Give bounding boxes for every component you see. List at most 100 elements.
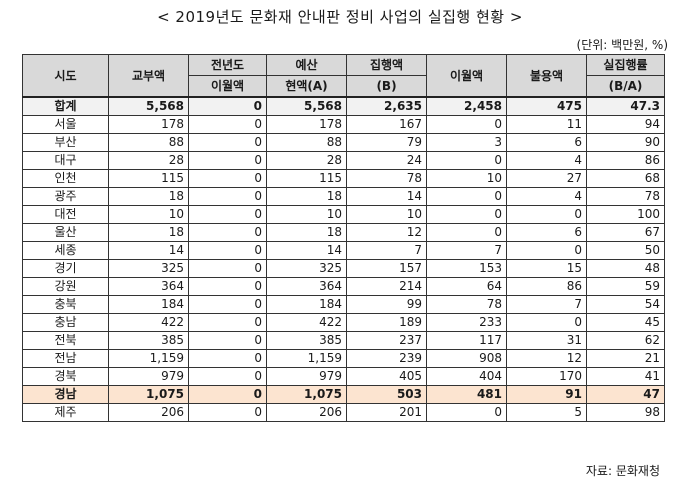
cell-rate: 59 xyxy=(586,277,665,296)
cell-grant: 28 xyxy=(108,151,189,170)
header-prev-carry-2: 이월액 xyxy=(188,75,267,98)
table-row: 제주 206 0 206 201 0 5 98 xyxy=(22,403,665,422)
table-row: 충북 184 0 184 99 78 7 54 xyxy=(22,295,665,314)
cell-carryover: 117 xyxy=(426,331,507,350)
header-prev-carry-1: 전년도 xyxy=(188,54,267,76)
cell-executed: 99 xyxy=(346,295,427,314)
table-title: < 2019년도 문화재 안내판 정비 사업의 실집행 현황 > xyxy=(157,8,523,26)
table-body: 합계 5,568 0 5,568 2,635 2,458 475 47.3 서울… xyxy=(22,96,665,422)
cell-region: 서울 xyxy=(22,115,109,134)
cell-rate: 98 xyxy=(586,403,665,422)
header-grant: 교부액 xyxy=(108,54,189,98)
cell-carryover: 0 xyxy=(426,223,507,242)
cell-rate: 62 xyxy=(586,331,665,350)
header-carryover: 이월액 xyxy=(426,54,507,98)
cell-grant: 18 xyxy=(108,187,189,206)
cell-prev-carry: 0 xyxy=(188,241,267,260)
cell-region: 인천 xyxy=(22,169,109,188)
cell-prev-carry: 0 xyxy=(188,277,267,296)
table-header: 시도 교부액 전년도 예산 집행액 이월액 불용액 실집행률 이월액 현액(A)… xyxy=(22,54,665,98)
cell-unused: 6 xyxy=(506,133,587,152)
cell-executed: 405 xyxy=(346,367,427,386)
total-prev-carry: 0 xyxy=(188,96,267,116)
cell-executed: 189 xyxy=(346,313,427,332)
cell-carryover: 404 xyxy=(426,367,507,386)
cell-executed: 237 xyxy=(346,331,427,350)
cell-rate: 54 xyxy=(586,295,665,314)
cell-executed: 167 xyxy=(346,115,427,134)
cell-rate: 67 xyxy=(586,223,665,242)
cell-carryover: 10 xyxy=(426,169,507,188)
cell-budget: 115 xyxy=(266,169,347,188)
cell-region: 광주 xyxy=(22,187,109,206)
cell-unused: 0 xyxy=(506,313,587,332)
cell-grant: 364 xyxy=(108,277,189,296)
table-row: 전북 385 0 385 237 117 31 62 xyxy=(22,331,665,350)
cell-executed: 239 xyxy=(346,349,427,368)
cell-carryover: 0 xyxy=(426,403,507,422)
cell-unused: 4 xyxy=(506,187,587,206)
cell-region: 경북 xyxy=(22,367,109,386)
cell-unused: 11 xyxy=(506,115,587,134)
cell-rate: 21 xyxy=(586,349,665,368)
total-label: 합계 xyxy=(22,96,109,116)
cell-carryover: 0 xyxy=(426,205,507,224)
table-row: 경남 1,075 0 1,075 503 481 91 47 xyxy=(22,385,665,404)
cell-region: 전북 xyxy=(22,331,109,350)
cell-region: 대전 xyxy=(22,205,109,224)
cell-carryover: 3 xyxy=(426,133,507,152)
cell-grant: 422 xyxy=(108,313,189,332)
cell-region: 경기 xyxy=(22,259,109,278)
cell-unused: 6 xyxy=(506,223,587,242)
cell-rate: 94 xyxy=(586,115,665,134)
cell-executed: 12 xyxy=(346,223,427,242)
cell-budget: 28 xyxy=(266,151,347,170)
cell-unused: 27 xyxy=(506,169,587,188)
table-row: 경기 325 0 325 157 153 15 48 xyxy=(22,259,665,278)
cell-prev-carry: 0 xyxy=(188,169,267,188)
unit-label: (단위: 백만원, %) xyxy=(576,38,668,52)
cell-grant: 206 xyxy=(108,403,189,422)
source-note: 자료: 문화재청 xyxy=(585,464,660,478)
cell-executed: 214 xyxy=(346,277,427,296)
cell-grant: 178 xyxy=(108,115,189,134)
cell-budget: 10 xyxy=(266,205,347,224)
cell-grant: 88 xyxy=(108,133,189,152)
cell-unused: 7 xyxy=(506,295,587,314)
cell-grant: 979 xyxy=(108,367,189,386)
cell-budget: 422 xyxy=(266,313,347,332)
table-row: 대구 28 0 28 24 0 4 86 xyxy=(22,151,665,170)
cell-budget: 325 xyxy=(266,259,347,278)
total-unused: 475 xyxy=(506,96,587,116)
cell-unused: 170 xyxy=(506,367,587,386)
cell-budget: 385 xyxy=(266,331,347,350)
cell-unused: 5 xyxy=(506,403,587,422)
cell-carryover: 153 xyxy=(426,259,507,278)
cell-prev-carry: 0 xyxy=(188,187,267,206)
cell-budget: 979 xyxy=(266,367,347,386)
cell-executed: 78 xyxy=(346,169,427,188)
cell-region: 경남 xyxy=(22,385,109,404)
cell-prev-carry: 0 xyxy=(188,115,267,134)
cell-prev-carry: 0 xyxy=(188,133,267,152)
cell-grant: 18 xyxy=(108,223,189,242)
header-budget-2: 현액(A) xyxy=(266,75,347,98)
cell-grant: 184 xyxy=(108,295,189,314)
cell-grant: 385 xyxy=(108,331,189,350)
cell-executed: 157 xyxy=(346,259,427,278)
cell-region: 울산 xyxy=(22,223,109,242)
cell-region: 전남 xyxy=(22,349,109,368)
cell-unused: 4 xyxy=(506,151,587,170)
table-row: 울산 18 0 18 12 0 6 67 xyxy=(22,223,665,242)
cell-rate: 100 xyxy=(586,205,665,224)
cell-budget: 364 xyxy=(266,277,347,296)
cell-unused: 86 xyxy=(506,277,587,296)
table-row: 서울 178 0 178 167 0 11 94 xyxy=(22,115,665,134)
cell-carryover: 233 xyxy=(426,313,507,332)
cell-carryover: 481 xyxy=(426,385,507,404)
cell-executed: 14 xyxy=(346,187,427,206)
cell-budget: 1,159 xyxy=(266,349,347,368)
cell-budget: 14 xyxy=(266,241,347,260)
cell-carryover: 78 xyxy=(426,295,507,314)
cell-executed: 79 xyxy=(346,133,427,152)
